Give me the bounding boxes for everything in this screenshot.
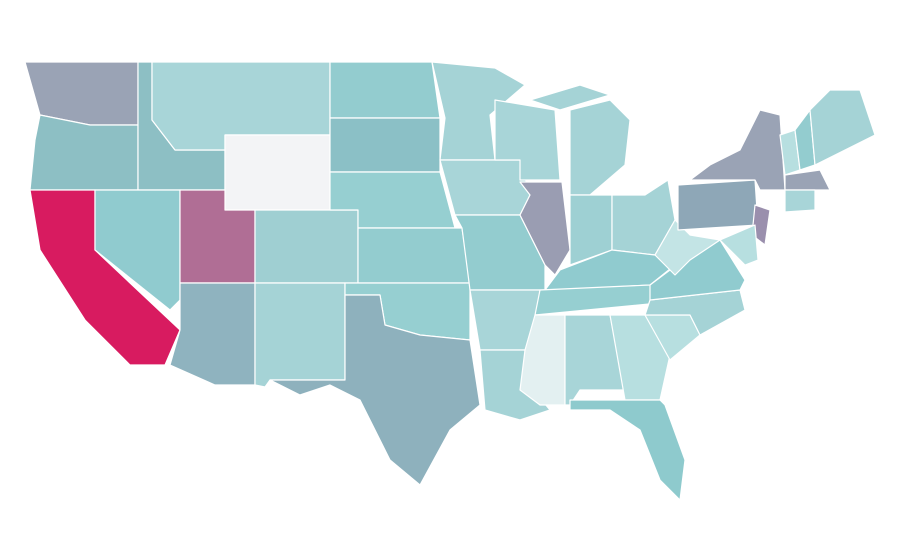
state-region — [751, 204, 771, 246]
state-region — [431, 61, 526, 161]
state-region — [224, 134, 331, 211]
state-region — [29, 114, 139, 191]
state-region — [689, 109, 786, 191]
state-region — [329, 61, 441, 119]
state-region — [519, 181, 571, 276]
state-region — [784, 189, 816, 213]
state-region — [609, 314, 671, 401]
state-region — [94, 189, 181, 311]
state-region — [254, 282, 346, 388]
state-region — [254, 209, 359, 284]
state-region — [569, 99, 631, 196]
state-region — [439, 159, 531, 216]
state-region — [569, 399, 686, 501]
state-region — [169, 282, 256, 386]
state-region — [357, 227, 471, 284]
state-region — [494, 99, 561, 181]
state-region — [329, 117, 441, 173]
state-region — [784, 169, 831, 191]
state-region — [269, 294, 481, 486]
state-region — [677, 179, 759, 231]
state-region — [719, 224, 759, 266]
state-region — [529, 84, 611, 111]
state-region — [809, 89, 876, 166]
